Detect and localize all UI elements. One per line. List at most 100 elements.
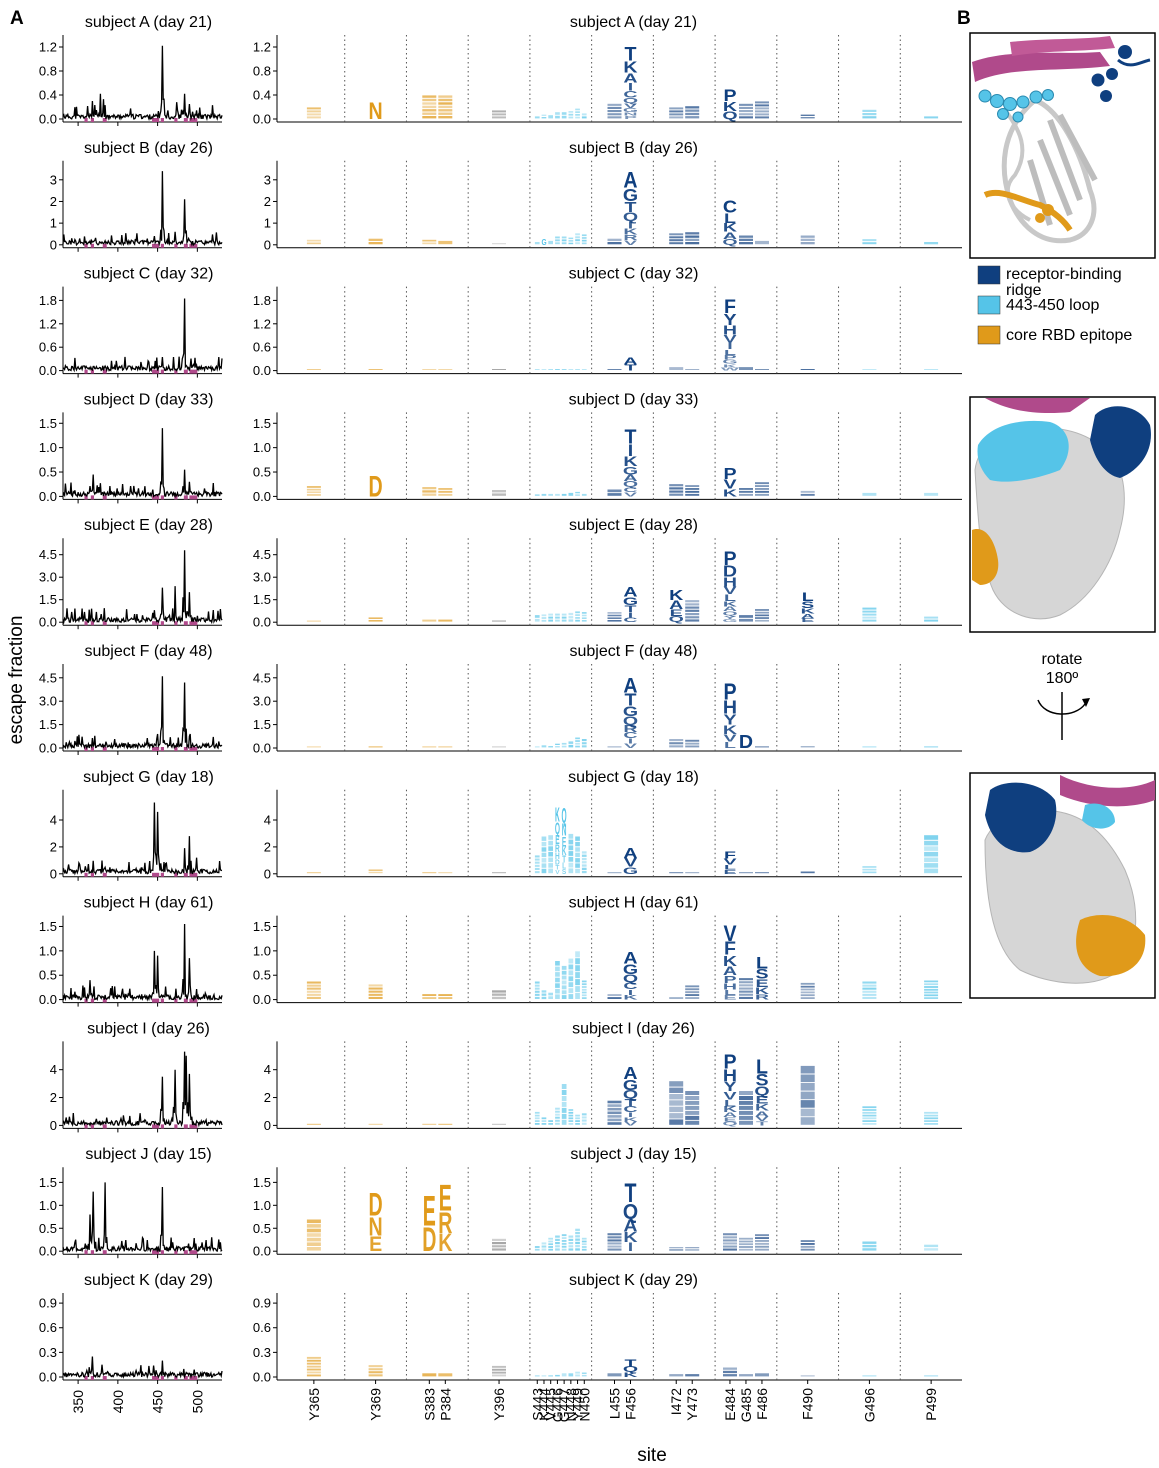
logo-letter-block xyxy=(422,369,437,370)
logo-letter-block xyxy=(568,237,574,240)
line-y-tick-label: 1.0 xyxy=(39,1198,57,1213)
logo-letter-block xyxy=(541,868,547,874)
logo-letter-block xyxy=(755,107,769,110)
logo-letter-block xyxy=(568,1373,574,1377)
logo-stack xyxy=(541,836,547,874)
logo-letter: H xyxy=(723,323,737,338)
site-marker xyxy=(84,1376,88,1380)
logo-stack xyxy=(862,981,877,999)
logo-letter-block xyxy=(306,1219,321,1224)
logo-letter-block xyxy=(723,1370,737,1374)
logo-letter-block xyxy=(755,110,769,113)
logo-letter-block xyxy=(422,102,437,105)
logo-letter-block xyxy=(862,1375,877,1377)
site-marker xyxy=(183,1376,188,1380)
logo-stack xyxy=(862,1375,877,1377)
logo-letter-block xyxy=(755,369,769,370)
logo-letter-block xyxy=(541,847,547,852)
logo-stack xyxy=(669,367,684,370)
line-y-tick-label: 4.5 xyxy=(39,670,57,685)
site-label: Y449 xyxy=(570,1388,586,1421)
logo-letter-block xyxy=(581,1372,587,1374)
logo-letter-block xyxy=(306,1359,321,1362)
logo-letter-block xyxy=(685,116,700,119)
line-x-tick-label: 450 xyxy=(150,1390,166,1414)
logo-letter: E xyxy=(369,1232,382,1256)
logo-stack xyxy=(581,113,587,119)
logo-letter-block xyxy=(568,240,574,242)
logo-letter-block xyxy=(534,369,540,370)
logo-letter-block xyxy=(438,105,453,109)
logo-letter-block xyxy=(541,619,547,622)
logo-stack xyxy=(862,866,877,874)
logo-stack xyxy=(607,994,622,999)
line-y-tick-label: 1 xyxy=(50,216,57,231)
logo-letter-block xyxy=(568,958,574,964)
logo-letter-block xyxy=(924,991,939,994)
logo-letter-block xyxy=(575,1248,580,1251)
logo-stack xyxy=(581,980,587,999)
subject-row: subject D (day 33) subject D (day 33) 0.0 0… xyxy=(39,391,962,504)
logo-stack xyxy=(685,1374,700,1377)
logo-letter-block xyxy=(800,997,815,999)
logo-letter-block xyxy=(924,986,939,988)
logo-stack xyxy=(548,992,553,999)
logo-letter-block xyxy=(306,1242,321,1246)
logo-letter-block xyxy=(306,984,321,987)
logo-letter: P xyxy=(723,548,736,570)
panel-label-b: B xyxy=(957,8,971,29)
escape-line xyxy=(62,802,223,876)
logo-y-tick-label: 0.5 xyxy=(253,968,271,983)
site-marker xyxy=(90,495,95,500)
logo-letter: T xyxy=(625,1358,638,1369)
logo-letter: S xyxy=(562,869,567,876)
logo-letter-block xyxy=(306,993,321,996)
logo-letter-block xyxy=(492,872,506,874)
logo-letter: E xyxy=(723,869,737,875)
logo-letter-block xyxy=(555,977,560,983)
line-y-tick-label: 0.3 xyxy=(39,1345,57,1360)
logo-letter: N xyxy=(623,112,637,118)
logo-letter-block xyxy=(568,1109,574,1111)
logo-letter-block xyxy=(492,493,506,496)
logo-letter-block xyxy=(607,1111,622,1115)
logo-letter: L xyxy=(756,953,768,972)
logo-letter-block xyxy=(607,1236,622,1239)
logo-letter: V xyxy=(723,1090,737,1102)
logo-letter-block xyxy=(561,985,567,990)
logo-stack xyxy=(568,612,574,622)
logo-letter-block xyxy=(685,991,700,994)
logo-plot-title: subject J (day 15) xyxy=(570,1146,696,1163)
logo-letter-block xyxy=(548,996,553,999)
logo-y-tick-label: 1 xyxy=(264,216,271,231)
logo-letter: H xyxy=(555,851,560,861)
logo-y-tick-label: 1.0 xyxy=(253,943,271,958)
site-marker xyxy=(102,118,107,122)
logo-letter-block xyxy=(492,1245,506,1248)
logo-letter-block xyxy=(739,1100,753,1105)
logo-stack xyxy=(755,482,769,496)
logo-letter: F xyxy=(724,939,736,959)
logo-stack xyxy=(739,872,753,874)
logo-letter: T xyxy=(625,44,637,66)
legend-swatch xyxy=(977,325,1001,345)
logo-stack: KRE xyxy=(438,1178,452,1257)
logo-letter-block xyxy=(924,1120,939,1122)
site-label: F486 xyxy=(754,1388,770,1420)
logo-letter-block xyxy=(739,1246,753,1248)
site-marker xyxy=(84,621,88,626)
logo-letter-block xyxy=(561,1234,567,1237)
logo-letter-block xyxy=(739,235,753,238)
site-label: G496 xyxy=(861,1388,877,1422)
logo-letter-block xyxy=(568,964,574,970)
logo-letter-block xyxy=(581,1237,587,1240)
logo-letter-block xyxy=(862,990,877,993)
logo-stack xyxy=(739,615,753,622)
logo-letter-block xyxy=(575,1235,580,1238)
logo-letter-block xyxy=(924,997,939,999)
logo-letter-block xyxy=(541,858,547,863)
logo-letter-block xyxy=(575,614,580,616)
logo-letter-block xyxy=(438,746,453,748)
logo-stack xyxy=(669,872,684,874)
